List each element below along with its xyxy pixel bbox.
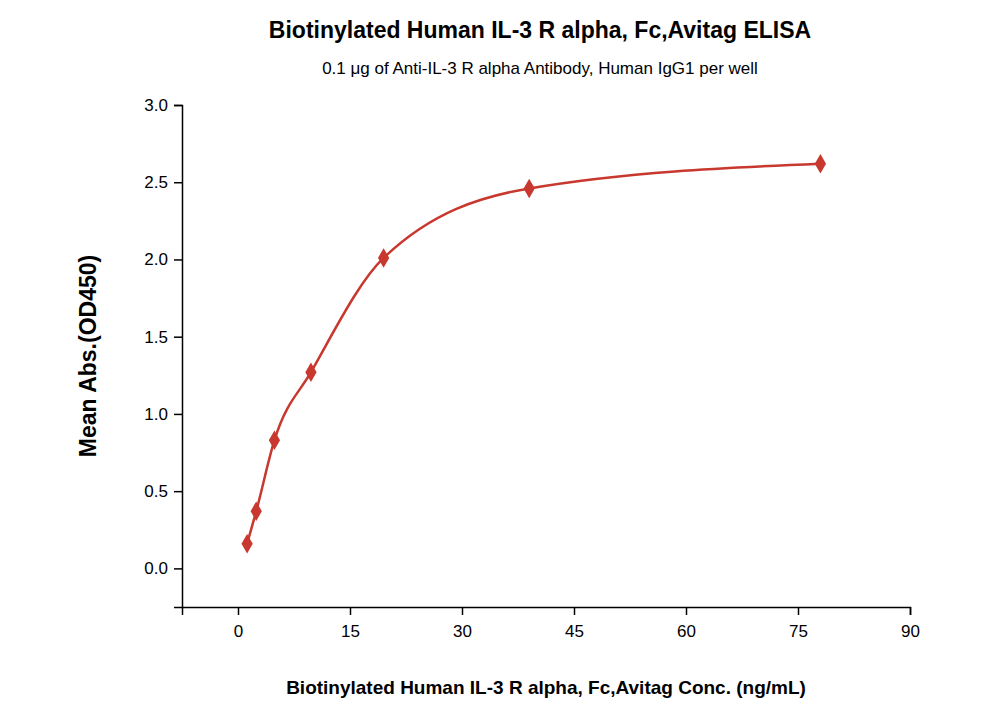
y-tick-mark (174, 182, 182, 184)
x-tick-label: 30 (453, 622, 472, 641)
x-tick-mark (574, 607, 576, 615)
y-tick-mark (174, 568, 182, 570)
x-tick-mark (686, 607, 688, 615)
x-axis-line (183, 608, 911, 616)
y-axis-title: Mean Abs.(OD450) (75, 255, 101, 457)
x-tick: 0 (234, 607, 243, 641)
y-tick: 1.5 (144, 328, 182, 347)
y-tick-label: 0.0 (144, 559, 168, 578)
y-tick-label: 3.0 (144, 96, 168, 115)
x-tick-label: 75 (789, 622, 808, 641)
x-tick-label: 45 (565, 622, 584, 641)
y-tick-mark (174, 259, 182, 261)
x-tick: 60 (677, 607, 696, 641)
y-tick-mark (174, 491, 182, 493)
x-tick-mark (462, 607, 464, 615)
data-point (241, 534, 252, 554)
y-tick: 3.0 (144, 96, 182, 115)
x-tick-label: 60 (677, 622, 696, 641)
x-tick-mark (238, 607, 240, 615)
data-point (378, 248, 389, 268)
data-point (524, 179, 535, 199)
x-tick-label: 15 (341, 622, 360, 641)
y-axis: 0.0 0.5 1.0 1.5 2.0 2.5 3.0 (144, 96, 182, 608)
y-tick-mark (174, 105, 182, 107)
y-tick: 0.0 (144, 559, 182, 578)
y-tick-mark (174, 414, 182, 416)
x-tick-mark (350, 607, 352, 615)
x-axis-title: Biotinylated Human IL-3 R alpha, Fc,Avit… (286, 677, 806, 698)
y-tick: 1.0 (144, 405, 182, 424)
x-tick: 90 (901, 607, 920, 641)
x-tick: 15 (341, 607, 360, 641)
y-tick-label: 1.0 (144, 405, 168, 424)
title: Biotinylated Human IL-3 R alpha, Fc,Avit… (269, 17, 811, 43)
x-tick: 75 (789, 607, 808, 641)
x-axis: 0 15 30 45 60 75 90 (183, 607, 920, 641)
plot-area (241, 154, 826, 553)
x-tick-mark (910, 607, 912, 615)
data-point (305, 362, 316, 382)
y-tick: 2.0 (144, 250, 182, 269)
chart: Biotinylated Human IL-3 R alpha, Fc,Avit… (0, 0, 1000, 714)
y-tick: 0.5 (144, 482, 182, 501)
y-tick-label: 0.5 (144, 482, 168, 501)
x-tick: 45 (565, 607, 584, 641)
x-tick-label: 90 (901, 622, 920, 641)
data-point (251, 501, 262, 521)
y-tick-label: 1.5 (144, 328, 168, 347)
y-axis-line (174, 106, 183, 608)
x-tick-label: 0 (234, 622, 243, 641)
y-tick-mark (174, 336, 182, 338)
y-tick-label: 2.5 (144, 173, 168, 192)
fit-line (247, 164, 820, 544)
y-tick-label: 2.0 (144, 250, 168, 269)
data-point (815, 154, 826, 174)
x-tick: 30 (453, 607, 472, 641)
x-tick-mark (798, 607, 800, 615)
y-tick: 2.5 (144, 173, 182, 192)
data-point (269, 430, 280, 450)
subtitle: 0.1 μg of Anti-IL-3 R alpha Antibody, Hu… (322, 59, 758, 78)
